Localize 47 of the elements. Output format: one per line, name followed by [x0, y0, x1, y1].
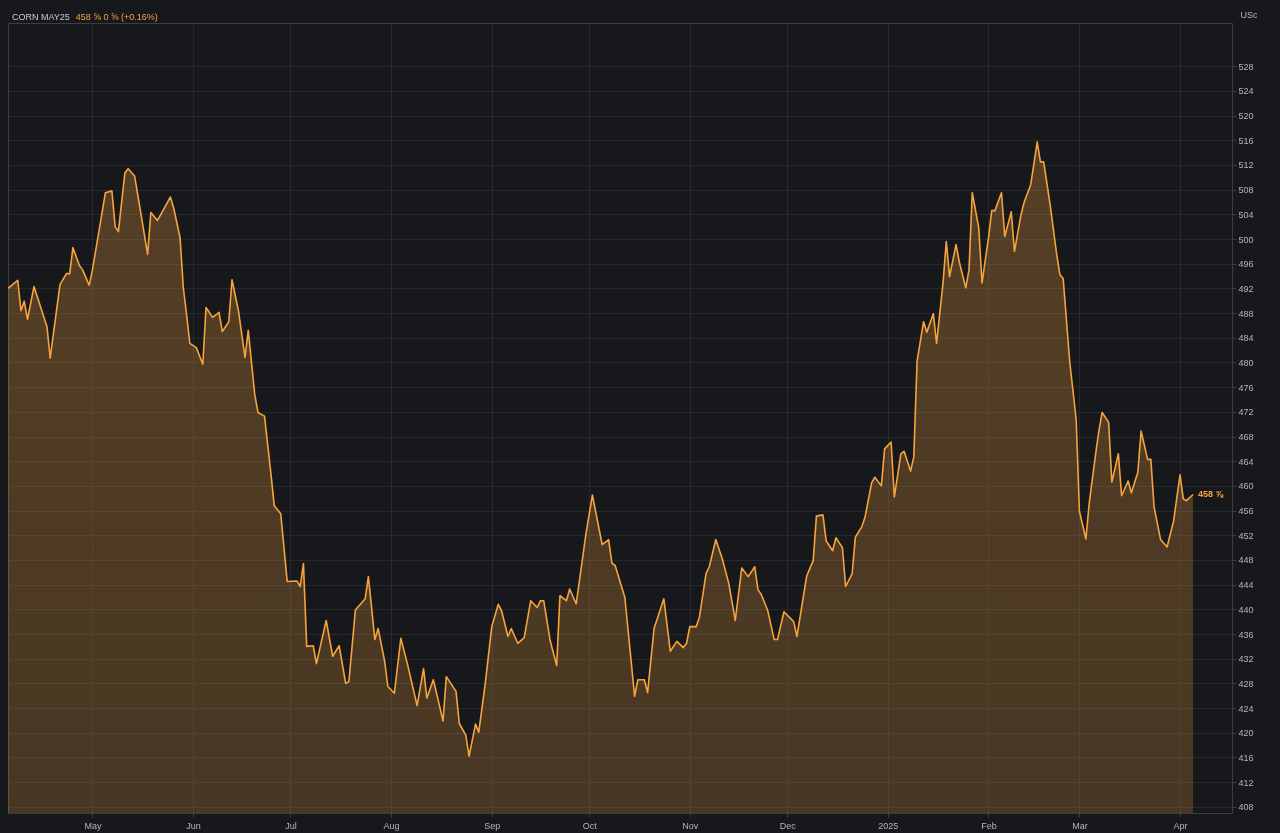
y-tick-label: 432 [1238, 654, 1254, 665]
x-tick-label: 2025 [878, 820, 899, 831]
y-tick-label: 480 [1238, 357, 1254, 368]
y-tick-label: 488 [1238, 308, 1254, 319]
y-tick-label: 456 [1238, 506, 1254, 517]
y-axis-title: USc [1240, 9, 1258, 20]
y-tick-label: 508 [1238, 185, 1254, 196]
y-tick-label: 460 [1238, 481, 1254, 492]
y-tick-label: 428 [1238, 678, 1254, 689]
y-tick-label: 440 [1238, 604, 1254, 615]
x-tick-label: Dec [779, 820, 797, 831]
chart-title: CORN MAY25 [12, 12, 70, 22]
x-tick-label: May [84, 820, 102, 831]
x-tick-label: Jun [186, 820, 201, 831]
y-tick-label: 464 [1238, 456, 1254, 467]
y-tick-label: 444 [1238, 580, 1254, 591]
y-tick-label: 448 [1238, 555, 1254, 566]
x-tick-label: Jul [285, 820, 297, 831]
chart-subtitle: 458 ⅝ 0 ⅝ (+0.16%) [75, 12, 158, 22]
y-tick-label: 516 [1238, 135, 1254, 146]
y-tick-label: 416 [1238, 752, 1254, 763]
y-tick-label: 528 [1238, 61, 1254, 72]
y-tick-label: 492 [1238, 283, 1254, 294]
x-tick-label: Feb [981, 820, 997, 831]
y-tick-label: 476 [1238, 382, 1254, 393]
x-tick-label: Sep [484, 820, 501, 831]
y-tick-label: 524 [1238, 86, 1254, 97]
y-tick-label: 408 [1238, 802, 1254, 813]
x-tick-label: Nov [682, 820, 699, 831]
y-tick-label: 452 [1238, 530, 1254, 541]
y-tick-label: 496 [1238, 259, 1254, 270]
y-tick-label: 424 [1238, 703, 1254, 714]
y-tick-label: 512 [1238, 160, 1254, 171]
x-tick-label: Mar [1072, 820, 1088, 831]
y-tick-label: 420 [1238, 728, 1254, 739]
x-tick-label: Oct [582, 820, 598, 831]
y-tick-label: 504 [1238, 209, 1254, 220]
y-tick-label: 468 [1238, 432, 1254, 443]
x-tick-label: Aug [383, 820, 400, 831]
y-tick-label: 520 [1238, 111, 1254, 122]
annotation: 458 ⅝ [1198, 489, 1224, 500]
y-tick-label: 500 [1238, 234, 1254, 245]
y-tick-label: 472 [1238, 407, 1254, 418]
x-tick-label: Apr [1173, 820, 1188, 831]
y-tick-label: 412 [1238, 777, 1254, 788]
y-tick-label: 484 [1238, 333, 1254, 344]
y-tick-label: 436 [1238, 629, 1254, 640]
